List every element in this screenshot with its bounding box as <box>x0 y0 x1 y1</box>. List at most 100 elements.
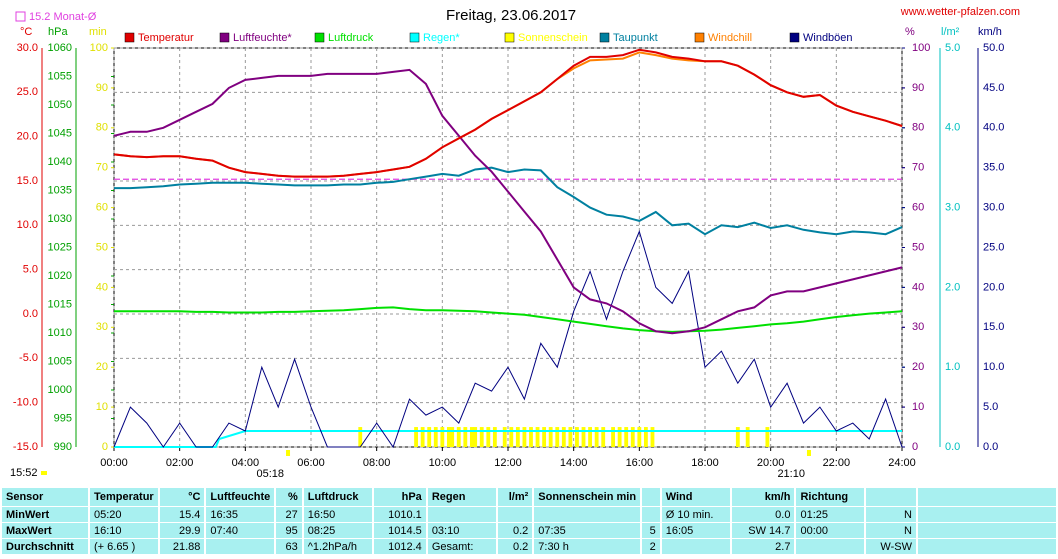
table-cell: Ø 10 min. <box>661 507 730 522</box>
header-cell: Luftfeuchte <box>206 488 275 506</box>
x-tick-label: 10:00 <box>429 457 457 469</box>
sunshine-bar <box>473 427 478 447</box>
table-row: MinWert 05:20 15.4 16:35 27 16:50 1010.1 Ø 10 m… <box>2 507 1056 522</box>
y-tick-label: 15.0 <box>983 321 1004 333</box>
y-tick-label: 990 <box>54 441 72 453</box>
legend-swatch <box>124 32 135 43</box>
sunshine-bar <box>535 427 540 447</box>
y-tick-label: 1055 <box>48 70 72 82</box>
sunshine-bar <box>588 427 592 447</box>
sunshine-bar <box>469 427 474 447</box>
y-tick-label: 45.0 <box>983 82 1004 94</box>
x-tick-label: 06:00 <box>297 457 325 469</box>
legend-swatch <box>599 32 610 43</box>
y-tick-label: 30 <box>912 321 924 333</box>
y-tick-label: 20.0 <box>17 131 38 143</box>
axis-title: % <box>905 26 915 38</box>
y-tick-label: 5.0 <box>983 401 998 413</box>
header-cell <box>866 488 916 506</box>
y-tick-label: 995 <box>54 412 72 424</box>
y-tick-label: 50.0 <box>983 42 1004 54</box>
table-row: Sensor Temperatur °C Luftfeuchte% Luftdruck h… <box>2 488 1056 506</box>
sunshine-bar <box>502 427 507 447</box>
sunshine-bar <box>358 427 363 447</box>
monthly-icon <box>15 11 26 22</box>
y-tick-label: 5.0 <box>23 264 38 276</box>
row-label: MaxWert <box>2 523 88 538</box>
y-tick-label: 30 <box>96 321 108 333</box>
y-tick-label: 0.0 <box>983 441 998 453</box>
x-tick-label: 04:00 <box>232 457 260 469</box>
sunshine-bar <box>440 427 445 447</box>
table-cell: SW 14.7 <box>731 523 795 538</box>
sunshine-bar <box>568 427 573 447</box>
x-tick-label: 02:00 <box>166 457 194 469</box>
table-cell: 00:00 <box>796 523 865 538</box>
sunshine-bar <box>542 427 547 447</box>
legend-swatch <box>694 32 705 43</box>
y-tick-label: 1035 <box>48 184 72 196</box>
y-tick-label: 70 <box>96 162 108 174</box>
y-tick-label: 0 <box>912 441 918 453</box>
y-tick-label: 20 <box>96 361 108 373</box>
axis-title: l/m² <box>941 26 960 38</box>
y-tick-label: 10 <box>912 401 924 413</box>
y-tick-label: 1040 <box>48 156 72 168</box>
series-line <box>113 48 903 178</box>
sunshine-bar <box>446 427 451 447</box>
header-cell <box>642 488 660 506</box>
x-tick-label: 16:00 <box>626 457 654 469</box>
y-tick-label: 25.0 <box>983 241 1004 253</box>
header-cell: Richtung <box>796 488 865 506</box>
y-tick-label: 80 <box>96 122 108 134</box>
table-cell: 1010.1 <box>373 507 426 522</box>
sunshine-bar <box>555 427 560 447</box>
legend-label: Sonnenschein <box>518 32 588 44</box>
updated-marker <box>41 471 47 475</box>
table-cell: 29.9 <box>160 523 205 538</box>
table-cell: ^1.2hPa/h <box>303 539 372 554</box>
sunshine-bar <box>427 427 432 447</box>
y-tick-label: 40 <box>912 281 924 293</box>
y-tick-label: 40.0 <box>983 122 1004 134</box>
legend-swatch <box>789 32 800 43</box>
y-tick-label: 1005 <box>48 355 72 367</box>
y-tick-label: 1045 <box>48 127 72 139</box>
x-tick-label: 20:00 <box>757 457 785 469</box>
table-cell: 1012.4 <box>373 539 426 554</box>
table-cell: 16:05 <box>661 523 730 538</box>
x-tick-label: 14:00 <box>560 457 588 469</box>
y-tick-label: 30.0 <box>17 42 38 54</box>
sunset-marker <box>806 450 811 456</box>
table-cell: 03:10 <box>427 523 496 538</box>
sunshine-bar <box>492 427 497 447</box>
sunshine-bar <box>617 427 622 447</box>
table-cell: 0.0 <box>731 507 795 522</box>
sunshine-bar <box>594 427 599 447</box>
header-cell: Sensor <box>2 488 88 506</box>
y-tick-label: 5.0 <box>945 42 960 54</box>
y-tick-label: 1025 <box>48 241 72 253</box>
y-tick-label: 40 <box>96 281 108 293</box>
axis-title: km/h <box>978 26 1002 38</box>
axis-title: °C <box>20 26 32 38</box>
y-tick-label: 100 <box>90 42 108 54</box>
table-cell <box>642 507 660 522</box>
y-tick-label: 1.0 <box>945 361 960 373</box>
x-tick-label: 08:00 <box>363 457 391 469</box>
header-cell: °C <box>160 488 205 506</box>
sunshine-bar <box>765 427 770 447</box>
table-cell <box>918 523 1056 538</box>
table-cell: 08:25 <box>303 523 372 538</box>
table-cell: 07:40 <box>206 523 275 538</box>
table-cell: 63 <box>276 539 302 554</box>
sunshine-bar <box>509 427 514 447</box>
legend-swatch <box>409 32 420 43</box>
sunshine-bar <box>522 427 527 447</box>
y-tick-label: 10.0 <box>17 219 38 231</box>
table-cell: 15.4 <box>160 507 205 522</box>
x-tick-label: 24:00 <box>888 457 916 469</box>
y-tick-label: 1020 <box>48 270 72 282</box>
table-cell: 7:30 h <box>534 539 641 554</box>
table-cell: (+ 6.65 ) <box>90 539 158 554</box>
